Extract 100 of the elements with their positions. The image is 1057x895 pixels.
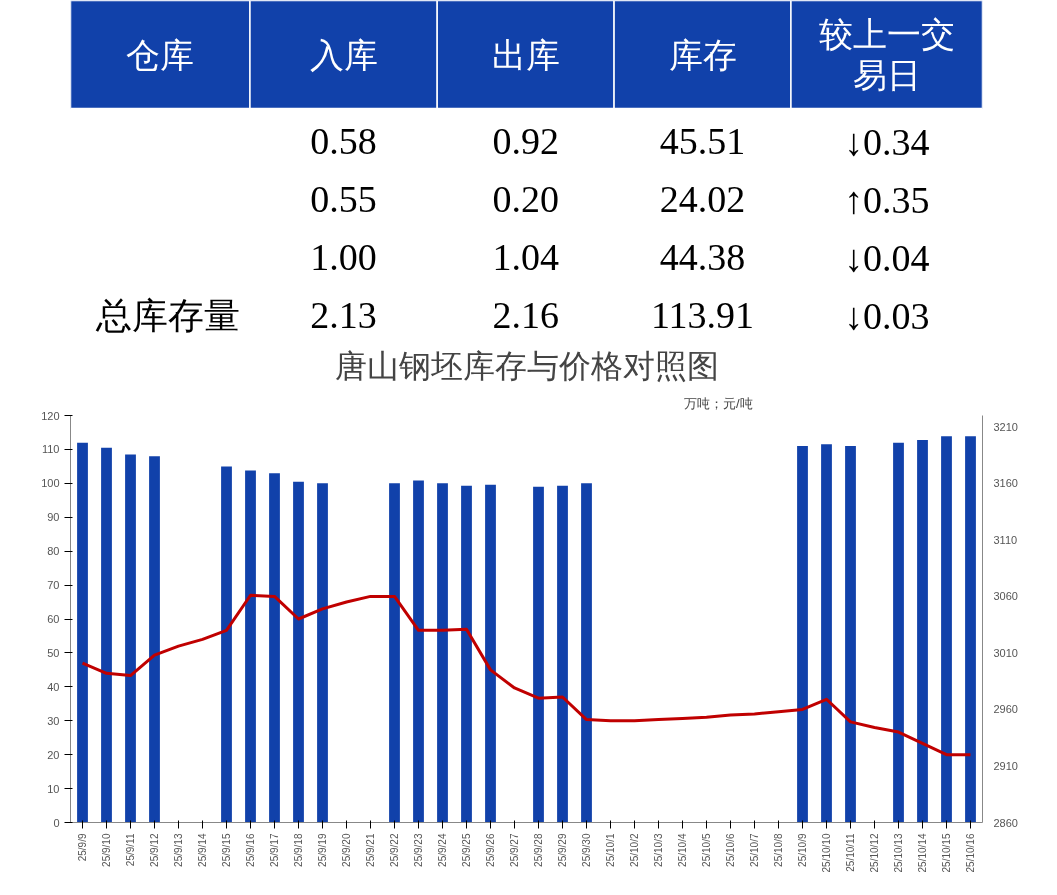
- text: 0.92: [492, 120, 559, 162]
- y2-tick-label: 3010: [993, 646, 1018, 659]
- x-tick-label: 25/9/13: [173, 833, 184, 867]
- bar: [293, 481, 304, 823]
- y-tick-label: 10: [47, 782, 60, 795]
- text: 0.20: [492, 178, 559, 220]
- y-tick-label: 30: [47, 714, 60, 727]
- category-label: 库存: [668, 35, 737, 74]
- x-tick-label: 25/10/12: [869, 833, 880, 873]
- y-tick-label: 80: [47, 545, 60, 558]
- x-tick-label: 25/9/20: [341, 833, 352, 867]
- bar: [533, 486, 544, 823]
- x-tick-label: 25/10/3: [653, 833, 664, 867]
- text: 113.91: [650, 294, 755, 336]
- y-tick-label: 110: [41, 443, 60, 456]
- text: ↓0.34: [843, 120, 930, 163]
- x-tick-label: 25/9/12: [149, 833, 160, 867]
- bar: [893, 442, 904, 823]
- text: 2.13: [310, 294, 377, 336]
- x-tick-label: 25/10/2: [629, 833, 640, 867]
- y-tick-label: 70: [47, 579, 60, 592]
- category-label: 出库: [491, 35, 560, 74]
- x-tick-label: 25/9/15: [221, 833, 232, 867]
- text: 1.00: [310, 236, 377, 278]
- bar: [941, 436, 952, 823]
- text: 45.51: [659, 120, 746, 162]
- bar: [437, 483, 448, 823]
- category-label: 总库存量: [96, 295, 241, 336]
- text: 0.58: [310, 120, 377, 162]
- bar: [149, 456, 160, 823]
- text: ↑0.35: [843, 178, 930, 221]
- x-tick-label: 25/9/9: [77, 833, 88, 862]
- bar: [317, 483, 328, 823]
- x-tick-label: 25/9/19: [317, 833, 328, 867]
- text: ↓0.03: [843, 294, 930, 337]
- bar: [821, 444, 832, 823]
- category-label: 仓库: [126, 35, 195, 74]
- y2-tick-label: 2960: [993, 703, 1018, 716]
- x-tick-label: 25/10/6: [725, 833, 736, 867]
- text: 2.16: [492, 294, 559, 336]
- x-tick-label: 25/9/23: [413, 833, 424, 867]
- text: 0.55: [310, 178, 377, 220]
- y-tick-label: 40: [47, 680, 60, 693]
- x-tick-label: 25/9/16: [245, 833, 256, 867]
- x-tick-label: 25/10/11: [845, 833, 856, 872]
- y-tick-label: 100: [41, 477, 60, 490]
- bar: [581, 483, 592, 823]
- x-tick-label: 25/9/17: [269, 833, 280, 867]
- y-tick-label: 120: [41, 409, 60, 422]
- x-tick-label: 25/10/1: [605, 833, 616, 867]
- x-tick-label: 25/10/4: [677, 833, 688, 867]
- x-tick-label: 25/10/7: [749, 833, 760, 867]
- x-tick-label: 25/9/24: [437, 833, 448, 867]
- text: 1.04: [492, 236, 559, 278]
- x-tick-label: 25/9/10: [101, 833, 112, 867]
- bar: [485, 484, 496, 823]
- bar: [389, 483, 400, 823]
- x-tick-label: 25/9/11: [125, 833, 136, 867]
- y2-tick-label: 3160: [993, 477, 1018, 490]
- x-tick-label: 25/10/15: [941, 833, 952, 873]
- x-tick-label: 25/9/29: [557, 833, 568, 867]
- x-tick-label: 25/9/27: [509, 833, 520, 867]
- bar: [557, 485, 568, 823]
- y2-tick-label: 2860: [993, 816, 1018, 829]
- bar: [221, 466, 232, 823]
- text: 万吨；元/吨: [683, 395, 753, 411]
- bar: [461, 485, 472, 823]
- x-tick-label: 25/10/14: [917, 833, 928, 873]
- text: 44.38: [659, 236, 746, 278]
- category-label: 较上一交易日: [818, 14, 955, 95]
- x-tick-label: 25/10/5: [701, 833, 712, 867]
- x-tick-label: 25/10/10: [821, 833, 832, 873]
- x-tick-label: 25/10/13: [893, 833, 904, 873]
- y-tick-label: 60: [47, 613, 60, 625]
- text: 24.02: [659, 178, 746, 220]
- category-label: 入库: [309, 35, 378, 74]
- y2-tick-label: 3110: [993, 533, 1018, 546]
- bar: [245, 470, 256, 823]
- x-tick-label: 25/9/28: [533, 833, 544, 867]
- y2-tick-label: 3210: [993, 420, 1018, 433]
- x-tick-label: 25/9/30: [581, 833, 592, 867]
- bar: [125, 454, 136, 823]
- bar: [965, 436, 976, 823]
- bar: [797, 446, 808, 823]
- x-tick-label: 25/9/18: [293, 833, 304, 867]
- x-tick-label: 25/9/14: [197, 833, 208, 867]
- y2-tick-label: 3060: [993, 590, 1018, 603]
- x-tick-label: 25/9/22: [389, 833, 400, 867]
- x-tick-label: 25/9/26: [485, 833, 496, 867]
- x-tick-label: 25/9/25: [461, 833, 472, 867]
- x-tick-label: 25/9/21: [365, 833, 376, 867]
- x-tick-label: 25/10/9: [797, 833, 808, 867]
- bar: [269, 473, 280, 823]
- line-series: [81, 593, 972, 757]
- y2-tick-label: 2910: [993, 759, 1018, 772]
- bar: [413, 480, 424, 823]
- bar: [101, 447, 112, 823]
- text: ↓0.04: [843, 236, 930, 279]
- bar: [77, 442, 88, 823]
- chart-title: 唐山钢坯库存与价格对照图: [334, 347, 719, 384]
